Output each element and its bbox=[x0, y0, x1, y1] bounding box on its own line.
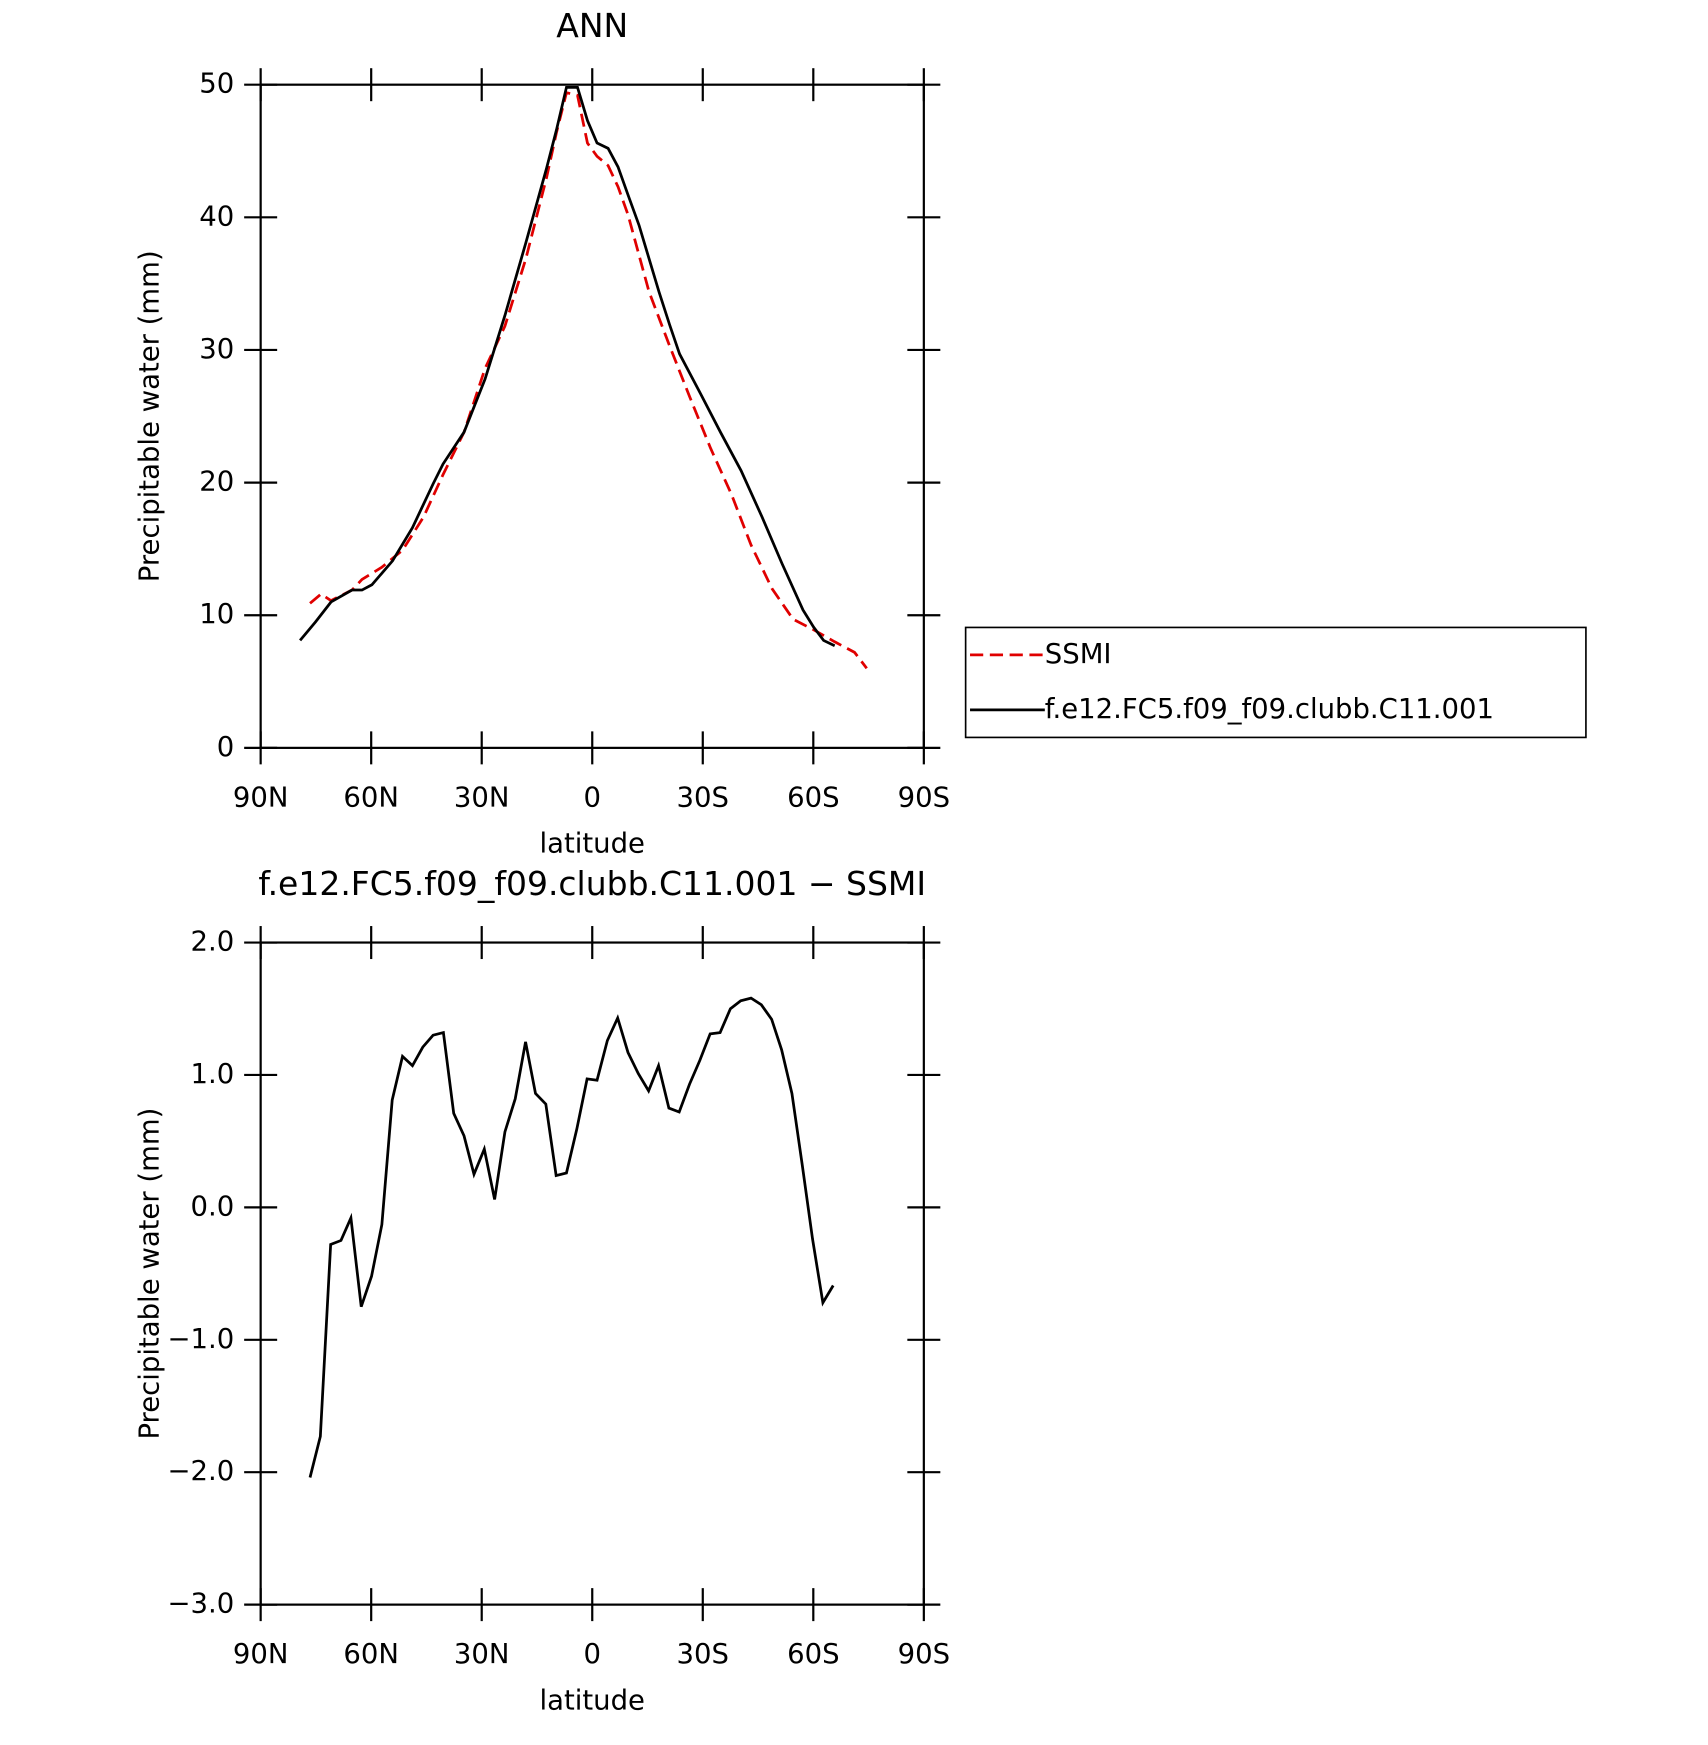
y-tick-label: 10 bbox=[199, 598, 234, 630]
x-tick-label: 60N bbox=[343, 781, 399, 813]
y-tick-label: 20 bbox=[199, 466, 234, 498]
x-tick-label: 30N bbox=[454, 1638, 510, 1670]
plot-frame bbox=[259, 83, 925, 749]
legend: SSMI f.e12.FC5.f09_f09.clubb.C11.001 bbox=[964, 626, 1587, 739]
y-tick-label: −2.0 bbox=[168, 1455, 235, 1487]
plot-frame bbox=[259, 941, 925, 1606]
y-tick-label: −3.0 bbox=[168, 1588, 235, 1620]
y-tick-label: 0.0 bbox=[191, 1190, 235, 1222]
x-tick-label: 60S bbox=[787, 1638, 839, 1670]
x-axis-label: latitude bbox=[540, 1684, 645, 1716]
x-tick-label: 90N bbox=[233, 1638, 289, 1670]
data-line bbox=[299, 85, 836, 647]
legend-box bbox=[964, 626, 1587, 739]
x-tick-label: 90S bbox=[898, 1638, 950, 1670]
chart-title: f.e12.FC5.f09_f09.clubb.C11.001 − SSMI bbox=[258, 864, 926, 903]
legend-label: f.e12.FC5.f09_f09.clubb.C11.001 bbox=[1045, 693, 1494, 725]
y-tick-label: 40 bbox=[199, 200, 234, 232]
y-tick-label: 2.0 bbox=[191, 926, 235, 958]
x-tick-label: 0 bbox=[583, 1638, 601, 1670]
x-tick-label: 0 bbox=[583, 781, 601, 813]
legend-label: SSMI bbox=[1045, 638, 1112, 670]
y-tick-label: −1.0 bbox=[168, 1323, 235, 1355]
y-tick-label: 30 bbox=[199, 333, 234, 365]
y-axis-label: Precipitable water (mm) bbox=[134, 250, 166, 582]
data-line bbox=[309, 90, 868, 670]
y-axis-label: Precipitable water (mm) bbox=[134, 1108, 166, 1440]
x-tick-label: 60N bbox=[343, 1638, 399, 1670]
data-line bbox=[308, 996, 835, 1478]
x-tick-label: 30S bbox=[677, 1638, 729, 1670]
x-tick-label: 90S bbox=[898, 781, 950, 813]
x-axis-label: latitude bbox=[540, 828, 645, 860]
x-tick-label: 90N bbox=[233, 781, 289, 813]
y-tick-label: 1.0 bbox=[191, 1058, 235, 1090]
y-tick-label: 0 bbox=[217, 731, 234, 763]
x-tick-label: 60S bbox=[787, 781, 839, 813]
y-tick-label: 50 bbox=[199, 68, 234, 100]
x-tick-label: 30S bbox=[677, 781, 729, 813]
chart-title: ANN bbox=[556, 6, 628, 45]
x-tick-label: 30N bbox=[454, 781, 510, 813]
